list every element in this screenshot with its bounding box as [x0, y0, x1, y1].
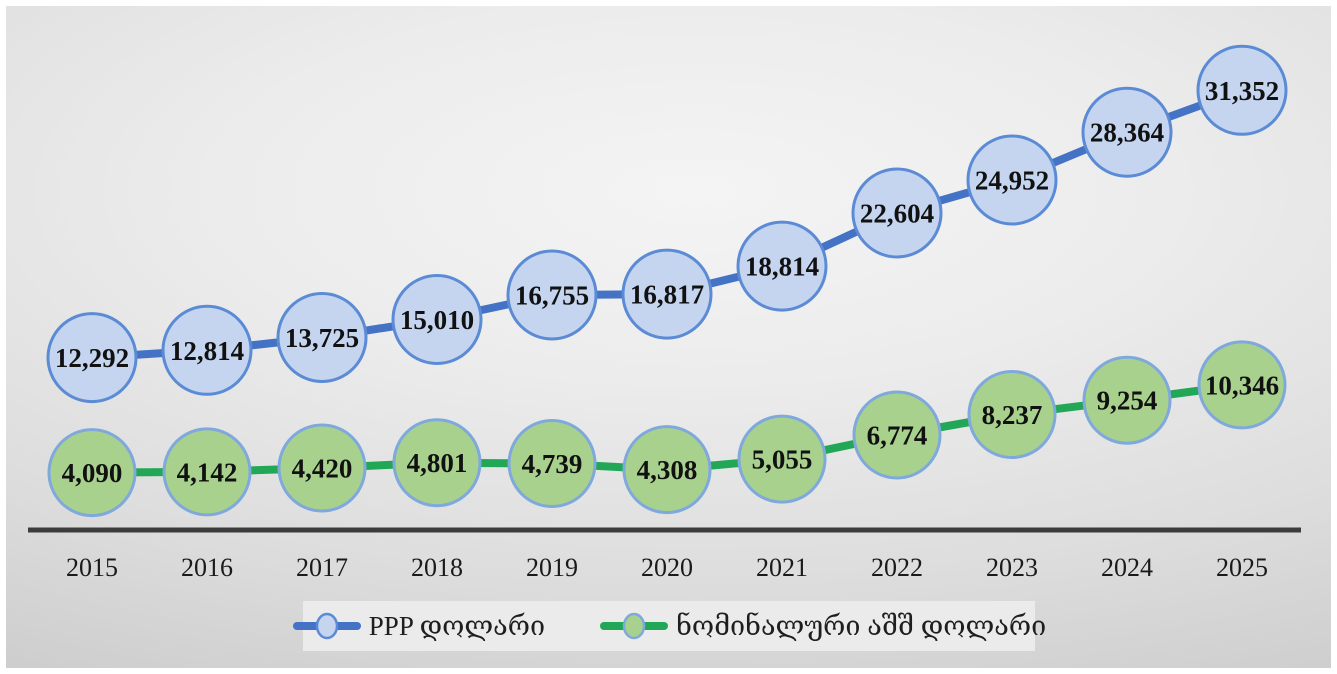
- data-point-marker: [1197, 340, 1287, 430]
- data-point-label: 16,817: [630, 280, 704, 310]
- data-point-marker: [162, 427, 252, 517]
- data-point-marker: [1082, 355, 1172, 445]
- data-point-label: 28,364: [1090, 118, 1164, 148]
- x-axis-tick-label: 2018: [411, 553, 463, 582]
- data-point-label: 10,346: [1205, 370, 1279, 400]
- x-axis-tick-label: 2021: [756, 553, 808, 582]
- data-point-label: 18,814: [745, 252, 819, 282]
- x-axis-tick-label: 2017: [296, 553, 348, 582]
- data-point-label: 13,725: [285, 323, 359, 353]
- x-axis-tick-label: 2019: [526, 553, 578, 582]
- data-point-marker: [506, 249, 598, 341]
- data-point-label: 9,254: [1097, 386, 1158, 416]
- data-point-label: 16,755: [515, 281, 589, 311]
- line-marker-icon: [292, 612, 361, 640]
- x-axis-tick-label: 2016: [181, 553, 233, 582]
- data-point-marker: [1196, 44, 1288, 136]
- data-point-marker: [277, 423, 367, 513]
- legend-item-ppp-dollar: PPP დოლარი: [292, 611, 545, 642]
- data-point-marker: [507, 419, 597, 508]
- x-axis-tick-label: 2025: [1216, 553, 1268, 582]
- data-point-label: 31,352: [1205, 76, 1279, 106]
- data-point-label: 22,604: [860, 199, 934, 229]
- data-point-label: 4,090: [62, 458, 123, 488]
- data-point-marker: [737, 414, 827, 504]
- data-point-label: 6,774: [867, 421, 928, 451]
- legend-label-nominal-usd: ნომინალური აშშ დოლარი: [676, 610, 1047, 641]
- data-point-label: 4,142: [177, 457, 238, 487]
- data-point-label: 4,801: [407, 448, 468, 478]
- data-point-marker: [1081, 86, 1173, 178]
- data-point-label: 4,420: [292, 454, 353, 484]
- data-point-label: 24,952: [975, 166, 1049, 196]
- data-point-label: 12,292: [55, 343, 129, 373]
- data-point-label: 15,010: [400, 305, 474, 335]
- x-axis-tick-label: 2015: [66, 553, 118, 582]
- data-point-label: 4,308: [637, 455, 698, 485]
- data-point-marker: [392, 418, 482, 508]
- data-point-marker: [622, 425, 712, 515]
- legend-item-nominal-usd: ნომინალური აშშ დოლარი: [599, 611, 1046, 642]
- chart-legend: PPP დოლარი ნომინალური აშშ დოლარი: [292, 601, 1046, 651]
- data-point-marker: [851, 167, 943, 259]
- data-point-marker: [161, 304, 253, 396]
- data-point-label: 12,814: [170, 336, 244, 366]
- legend-label-ppp-dollar: PPP დოლარი: [368, 610, 546, 641]
- x-axis-tick-label: 2020: [641, 553, 693, 582]
- data-point-label: 5,055: [752, 445, 813, 475]
- data-point-marker: [621, 248, 713, 340]
- data-point-marker: [736, 220, 828, 312]
- x-axis-tick-label: 2022: [871, 553, 923, 582]
- data-point-marker: [967, 370, 1057, 459]
- data-point-marker: [46, 312, 138, 404]
- data-point-marker: [391, 274, 483, 365]
- x-axis-tick-label: 2024: [1101, 553, 1153, 582]
- data-point-marker: [852, 390, 942, 480]
- data-point-marker: [966, 134, 1058, 226]
- data-point-marker: [276, 292, 368, 383]
- data-point-label: 8,237: [982, 400, 1043, 430]
- data-point-label: 4,739: [522, 449, 583, 479]
- line-marker-icon: [600, 612, 669, 640]
- x-axis-tick-label: 2023: [986, 553, 1038, 582]
- data-point-marker: [47, 428, 137, 518]
